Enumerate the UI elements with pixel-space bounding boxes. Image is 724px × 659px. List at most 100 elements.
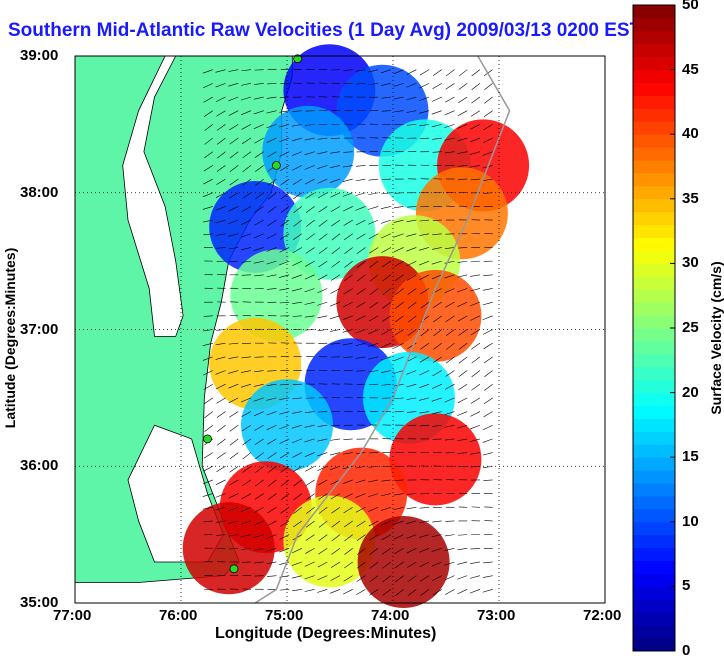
velocity-arrow: [432, 151, 442, 153]
velocity-arrow: [445, 83, 455, 90]
velocity-arrow: [394, 548, 404, 554]
velocity-arrow: [240, 383, 252, 388]
velocity-arrow: [393, 219, 404, 223]
velocity-arrow: [291, 288, 302, 292]
velocity-arrow: [279, 260, 290, 266]
velocity-arrow: [330, 151, 341, 154]
velocity-arrow: [306, 219, 315, 227]
velocity-arrow: [368, 69, 379, 73]
colorbar-step: [633, 573, 675, 587]
colorbar-step: [633, 160, 675, 174]
velocity-arrow: [482, 424, 493, 431]
velocity-arrow: [470, 178, 480, 181]
velocity-arrow: [279, 397, 290, 400]
velocity-arrow: [406, 219, 417, 223]
velocity-arrow: [471, 83, 481, 90]
velocity-arrow: [369, 288, 379, 296]
velocity-arrow: [293, 520, 303, 528]
velocity-arrow: [457, 315, 468, 322]
velocity-arrow: [317, 479, 328, 486]
colorbar-step: [633, 108, 675, 122]
velocity-arrow: [254, 424, 264, 431]
velocity-arrow: [380, 342, 391, 348]
velocity-arrow: [444, 288, 455, 294]
velocity-arrow: [458, 356, 468, 364]
velocity-arrow: [395, 301, 404, 309]
velocity-arrow: [241, 548, 252, 550]
colorbar-step: [633, 224, 675, 239]
velocity-arrow: [457, 301, 468, 307]
velocity-arrow: [458, 370, 468, 377]
velocity-arrow: [356, 165, 366, 167]
velocity-arrow: [266, 520, 277, 527]
velocity-arrow: [382, 301, 392, 309]
velocity-arrow: [305, 465, 315, 472]
station-marker-3: [229, 564, 239, 574]
velocity-arrow: [356, 83, 366, 85]
velocity-arrow: [267, 466, 277, 473]
velocity-arrow: [380, 219, 391, 224]
velocity-arrow: [304, 424, 315, 428]
velocity-arrow: [407, 342, 417, 350]
velocity-arrow: [292, 260, 302, 267]
x-tick-label: 76:00: [159, 607, 198, 624]
velocity-arrow: [406, 370, 417, 375]
velocity-arrow: [317, 424, 328, 427]
velocity-arrow: [395, 288, 404, 296]
velocity-arrow: [279, 137, 290, 143]
velocity-arrow: [228, 397, 239, 404]
velocity-arrow: [445, 315, 455, 322]
velocity-arrow: [293, 206, 303, 214]
velocity-arrow: [381, 329, 392, 335]
velocity-arrow: [305, 329, 315, 331]
velocity-arrow: [305, 548, 315, 554]
velocity-arrow: [482, 589, 493, 593]
shelf-contour: [254, 55, 511, 604]
velocity-arrow: [393, 534, 404, 540]
velocity-arrow: [253, 411, 264, 417]
velocity-arrow: [369, 534, 379, 541]
velocity-arrow: [342, 192, 353, 197]
velocity-arrow: [228, 383, 239, 389]
velocity-arrow: [369, 247, 379, 254]
velocity-arrow: [458, 383, 468, 391]
velocity-arrow: [203, 165, 213, 172]
velocity-arrow: [254, 83, 264, 85]
velocity-arrow: [469, 137, 481, 143]
velocity-arrow: [255, 178, 264, 186]
velocity-arrow: [292, 110, 302, 112]
velocity-arrow: [394, 260, 404, 267]
station-marker-1: [271, 160, 281, 170]
velocity-arrow: [203, 110, 213, 117]
velocity-arrow: [431, 110, 442, 115]
velocity-arrow: [329, 315, 341, 320]
velocity-arrow: [279, 534, 290, 540]
velocity-arrow: [381, 233, 392, 239]
velocity-arrow: [419, 506, 430, 509]
velocity-arrow: [470, 315, 481, 321]
velocity-arrow: [355, 329, 366, 334]
velocity-arrow: [342, 479, 353, 484]
velocity-arrow: [266, 260, 277, 265]
velocity-arrow: [318, 493, 328, 500]
velocity-arrow: [382, 274, 392, 282]
velocity-arrow: [470, 260, 480, 263]
velocity-arrow: [215, 506, 226, 511]
velocity-arrow: [444, 424, 455, 428]
colorbar-tick-label: 0: [682, 642, 691, 659]
velocity-arrow: [470, 124, 481, 130]
velocity-arrow: [317, 192, 328, 199]
colorbar-step: [633, 392, 675, 407]
velocity-arrow: [457, 260, 468, 263]
velocity-arrow: [241, 424, 252, 432]
velocity-arrow: [202, 219, 213, 223]
velocity-arrow: [253, 397, 264, 402]
x-tick-label: 77:00: [53, 607, 92, 624]
velocity-arrow: [406, 506, 417, 510]
velocity-arrow: [432, 356, 442, 364]
velocity-arrow: [203, 315, 213, 317]
velocity-arrow: [432, 438, 442, 440]
velocity-arrow: [304, 151, 315, 156]
velocity-arrow: [305, 206, 315, 213]
velocity-arrow: [380, 83, 391, 86]
